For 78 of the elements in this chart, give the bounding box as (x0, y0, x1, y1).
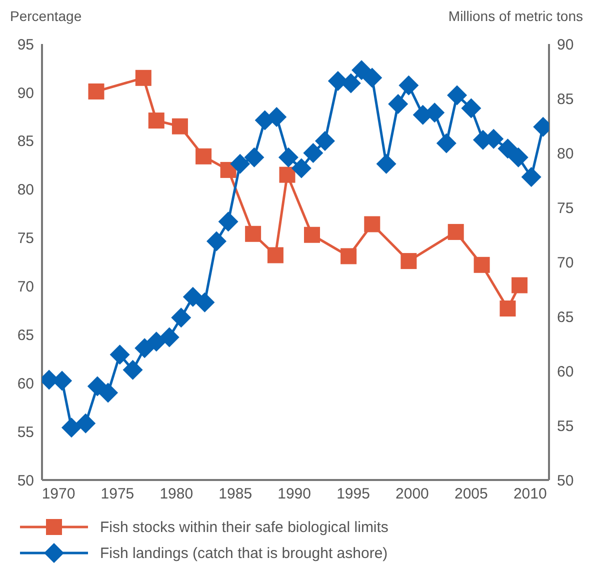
x-tick-label: 2005 (454, 486, 488, 503)
point (447, 85, 468, 106)
y2-tick-label: 90 (557, 36, 574, 54)
point (364, 216, 380, 232)
point (314, 131, 335, 152)
y-tick-label: 60 (17, 375, 34, 392)
y-tick-label: 80 (17, 182, 34, 199)
x-tick-label: 1995 (336, 486, 370, 503)
point (98, 382, 118, 403)
point (398, 75, 419, 96)
point (362, 68, 382, 88)
point (340, 248, 357, 264)
point (134, 338, 155, 358)
x-tick-label: 2010 (513, 486, 547, 503)
y2-tick-label: 75 (557, 200, 574, 217)
point (508, 147, 528, 168)
legend-label: Fish landings (catch that is brought ashore) (100, 544, 388, 562)
y-tick-label: 50 (17, 472, 34, 490)
x-tick-label: 1985 (218, 486, 252, 503)
point (146, 332, 166, 352)
point (196, 148, 212, 164)
x-tick-label: 1970 (42, 486, 76, 503)
x-tick-label: 2000 (396, 486, 429, 503)
y-tick-label: 90 (17, 84, 34, 102)
point (230, 154, 250, 174)
point (148, 112, 164, 129)
y-tick-label: 75 (17, 230, 34, 248)
point (512, 277, 528, 294)
point (76, 413, 96, 434)
point (461, 98, 482, 118)
point (159, 327, 180, 348)
point (352, 60, 372, 80)
point (110, 344, 130, 365)
point (376, 154, 396, 174)
point (521, 166, 542, 187)
point (279, 166, 296, 183)
point (88, 83, 104, 100)
y-tick-label: 95 (17, 36, 34, 54)
y-tick-label: 85 (17, 133, 34, 150)
point (218, 212, 238, 232)
point (206, 231, 226, 252)
y2-tick-label: 65 (557, 308, 574, 326)
x-tick-label: 1990 (278, 486, 312, 503)
point (278, 147, 298, 168)
y2-tick-label: 50 (557, 472, 574, 490)
point (498, 138, 518, 159)
point (171, 308, 192, 328)
point (388, 94, 408, 114)
y2-axis-title: Millions of metric tons (448, 8, 583, 26)
point (291, 158, 312, 178)
point (172, 118, 188, 134)
point (122, 360, 143, 380)
point (436, 133, 456, 154)
point (304, 226, 320, 243)
point (303, 143, 324, 163)
point (448, 224, 464, 240)
y2-tick-label: 55 (557, 418, 574, 435)
point (135, 70, 152, 86)
point (500, 300, 516, 317)
point (244, 147, 264, 168)
point (245, 226, 262, 242)
point (267, 247, 284, 264)
point (194, 292, 215, 312)
y-tick-label: 55 (17, 424, 34, 441)
y-tick-label: 70 (17, 278, 34, 296)
y-axis-title: Percentage (9, 8, 82, 26)
point (182, 286, 203, 307)
y2-tick-label: 60 (557, 363, 574, 380)
y2-tick-label: 85 (557, 90, 574, 108)
point (474, 256, 490, 273)
point (61, 418, 82, 438)
y2-tick-label: 80 (557, 145, 574, 162)
legend-label: Fish stocks within their safe biological limits (100, 518, 388, 536)
point (400, 253, 417, 270)
y-tick-label: 65 (17, 326, 34, 344)
x-tick-label: 1980 (160, 486, 194, 503)
y2-tick-label: 70 (557, 254, 574, 272)
x-tick-label: 1975 (100, 486, 134, 503)
